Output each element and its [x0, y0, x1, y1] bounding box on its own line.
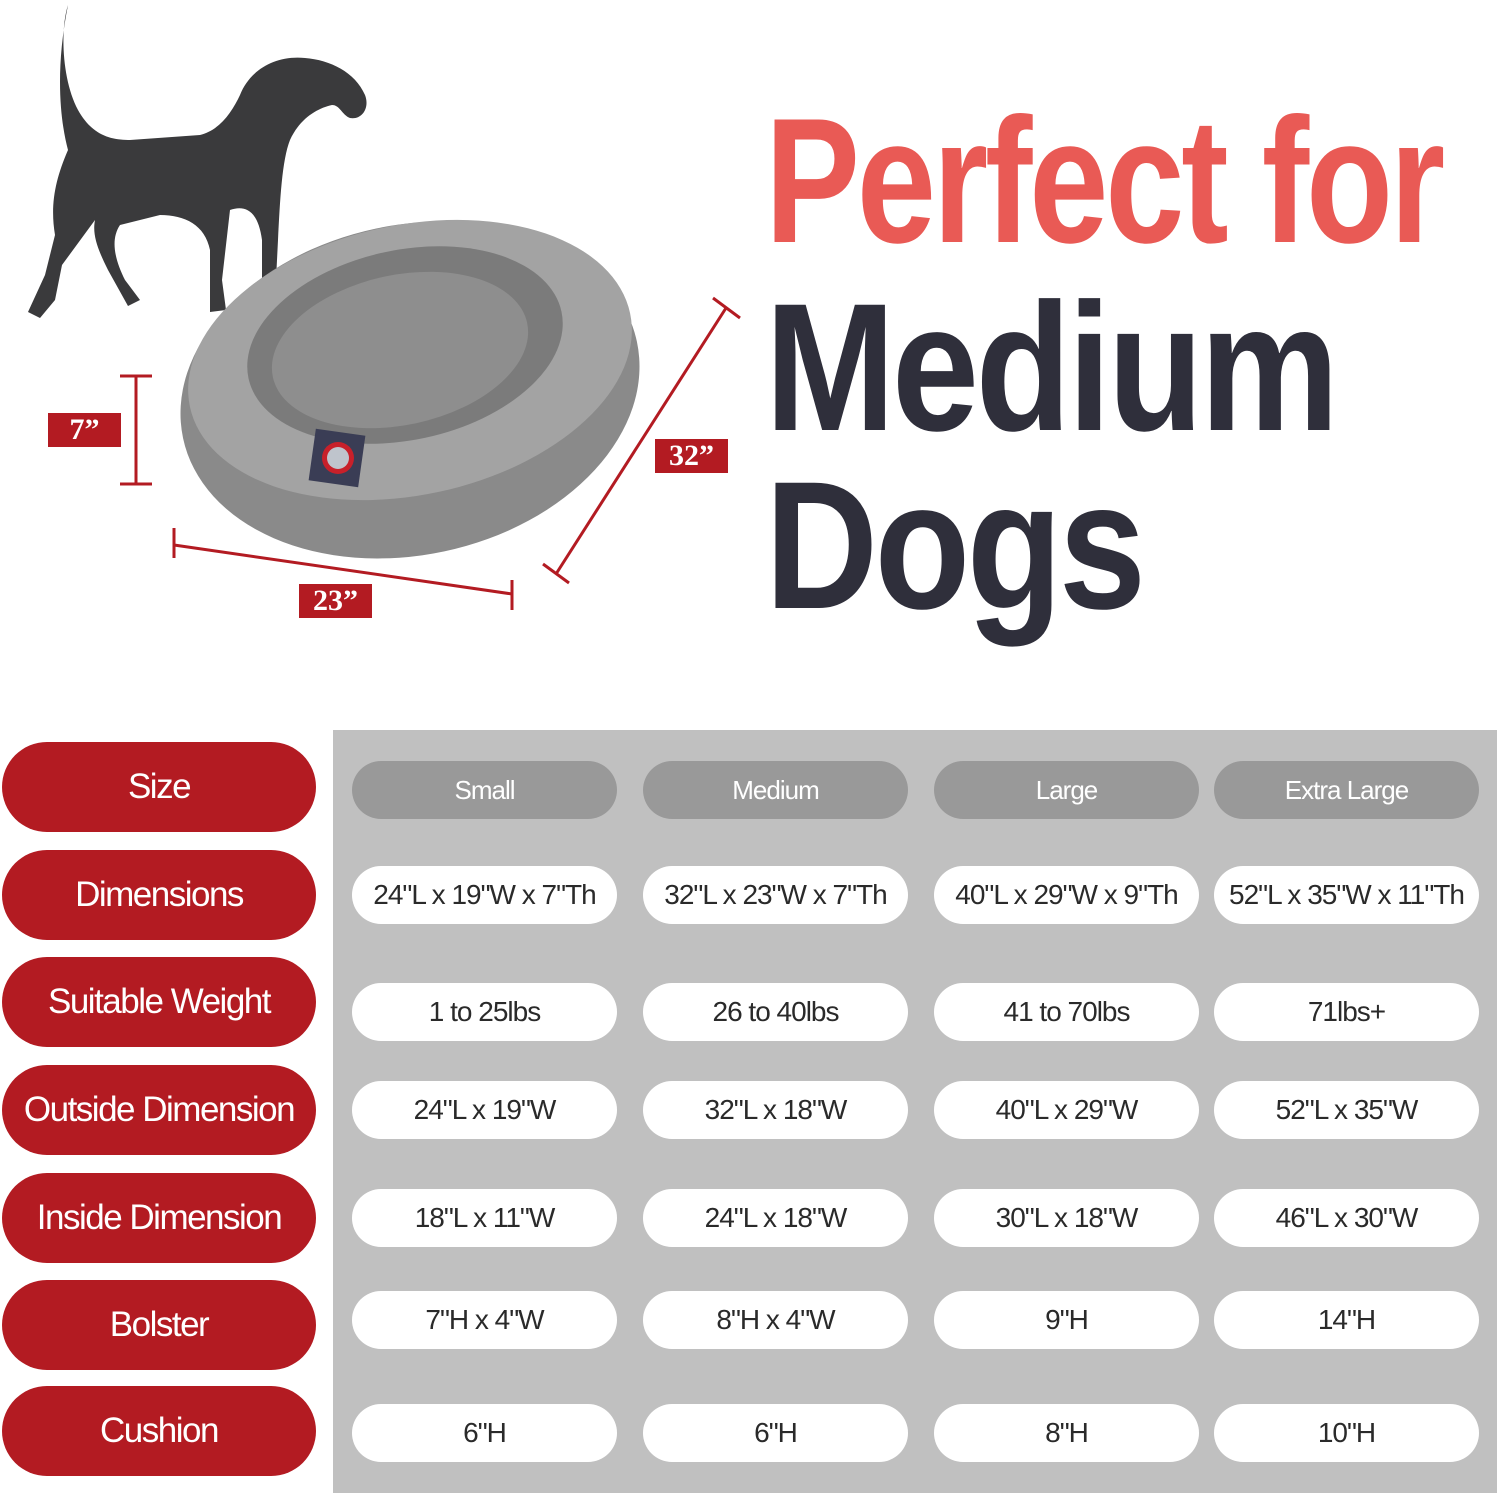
table-cell: 6"H [352, 1404, 617, 1462]
row-label: Inside Dimension [2, 1173, 316, 1263]
table-cell: 40"L x 29"W x 9"Th [934, 866, 1199, 924]
length-dimension-label: 32” [655, 439, 728, 473]
column-header: Small [352, 761, 617, 819]
table-cell: 32"L x 23"W x 7"Th [643, 866, 908, 924]
table-cell: 52"L x 35"W [1214, 1081, 1479, 1139]
product-illustration [28, 5, 741, 610]
table-cell: 14"H [1214, 1291, 1479, 1349]
row-label: Bolster [2, 1280, 316, 1370]
column-header: Medium [643, 761, 908, 819]
table-cell: 52"L x 35"W x 11"Th [1214, 866, 1479, 924]
column-header: Extra Large [1214, 761, 1479, 819]
table-cell: 8"H x 4"W [643, 1291, 908, 1349]
column-header: Large [934, 761, 1199, 819]
table-cell: 18"L x 11"W [352, 1189, 617, 1247]
row-label: Size [2, 742, 316, 832]
headline-line-2: Medium [765, 265, 1339, 469]
dimension-lines [120, 296, 741, 610]
table-cell: 32"L x 18"W [643, 1081, 908, 1139]
row-label: Outside Dimension [2, 1065, 316, 1155]
headline-line-3: Dogs [765, 443, 1146, 647]
table-cell: 1 to 25lbs [352, 983, 617, 1041]
table-cell: 9"H [934, 1291, 1199, 1349]
table-cell: 24"L x 19"W x 7"Th [352, 866, 617, 924]
headline-line-1: Perfect for [765, 81, 1445, 280]
table-cell: 10"H [1214, 1404, 1479, 1462]
table-cell: 71lbs+ [1214, 983, 1479, 1041]
dog-silhouette-icon [28, 5, 367, 318]
table-cell: 46"L x 30"W [1214, 1189, 1479, 1247]
height-dimension-label: 7” [48, 413, 121, 447]
table-cell: 26 to 40lbs [643, 983, 908, 1041]
table-cell: 6"H [643, 1404, 908, 1462]
table-cell: 24"L x 19"W [352, 1081, 617, 1139]
table-cell: 8"H [934, 1404, 1199, 1462]
row-label: Dimensions [2, 850, 316, 940]
width-dimension-label: 23” [299, 584, 372, 618]
table-cell: 7"H x 4"W [352, 1291, 617, 1349]
row-label: Suitable Weight [2, 957, 316, 1047]
table-cell: 41 to 70lbs [934, 983, 1199, 1041]
table-cell: 30"L x 18"W [934, 1189, 1199, 1247]
table-cell: 24"L x 18"W [643, 1189, 908, 1247]
dog-bed-image [180, 219, 640, 559]
row-label: Cushion [2, 1386, 316, 1476]
table-cell: 40"L x 29"W [934, 1081, 1199, 1139]
